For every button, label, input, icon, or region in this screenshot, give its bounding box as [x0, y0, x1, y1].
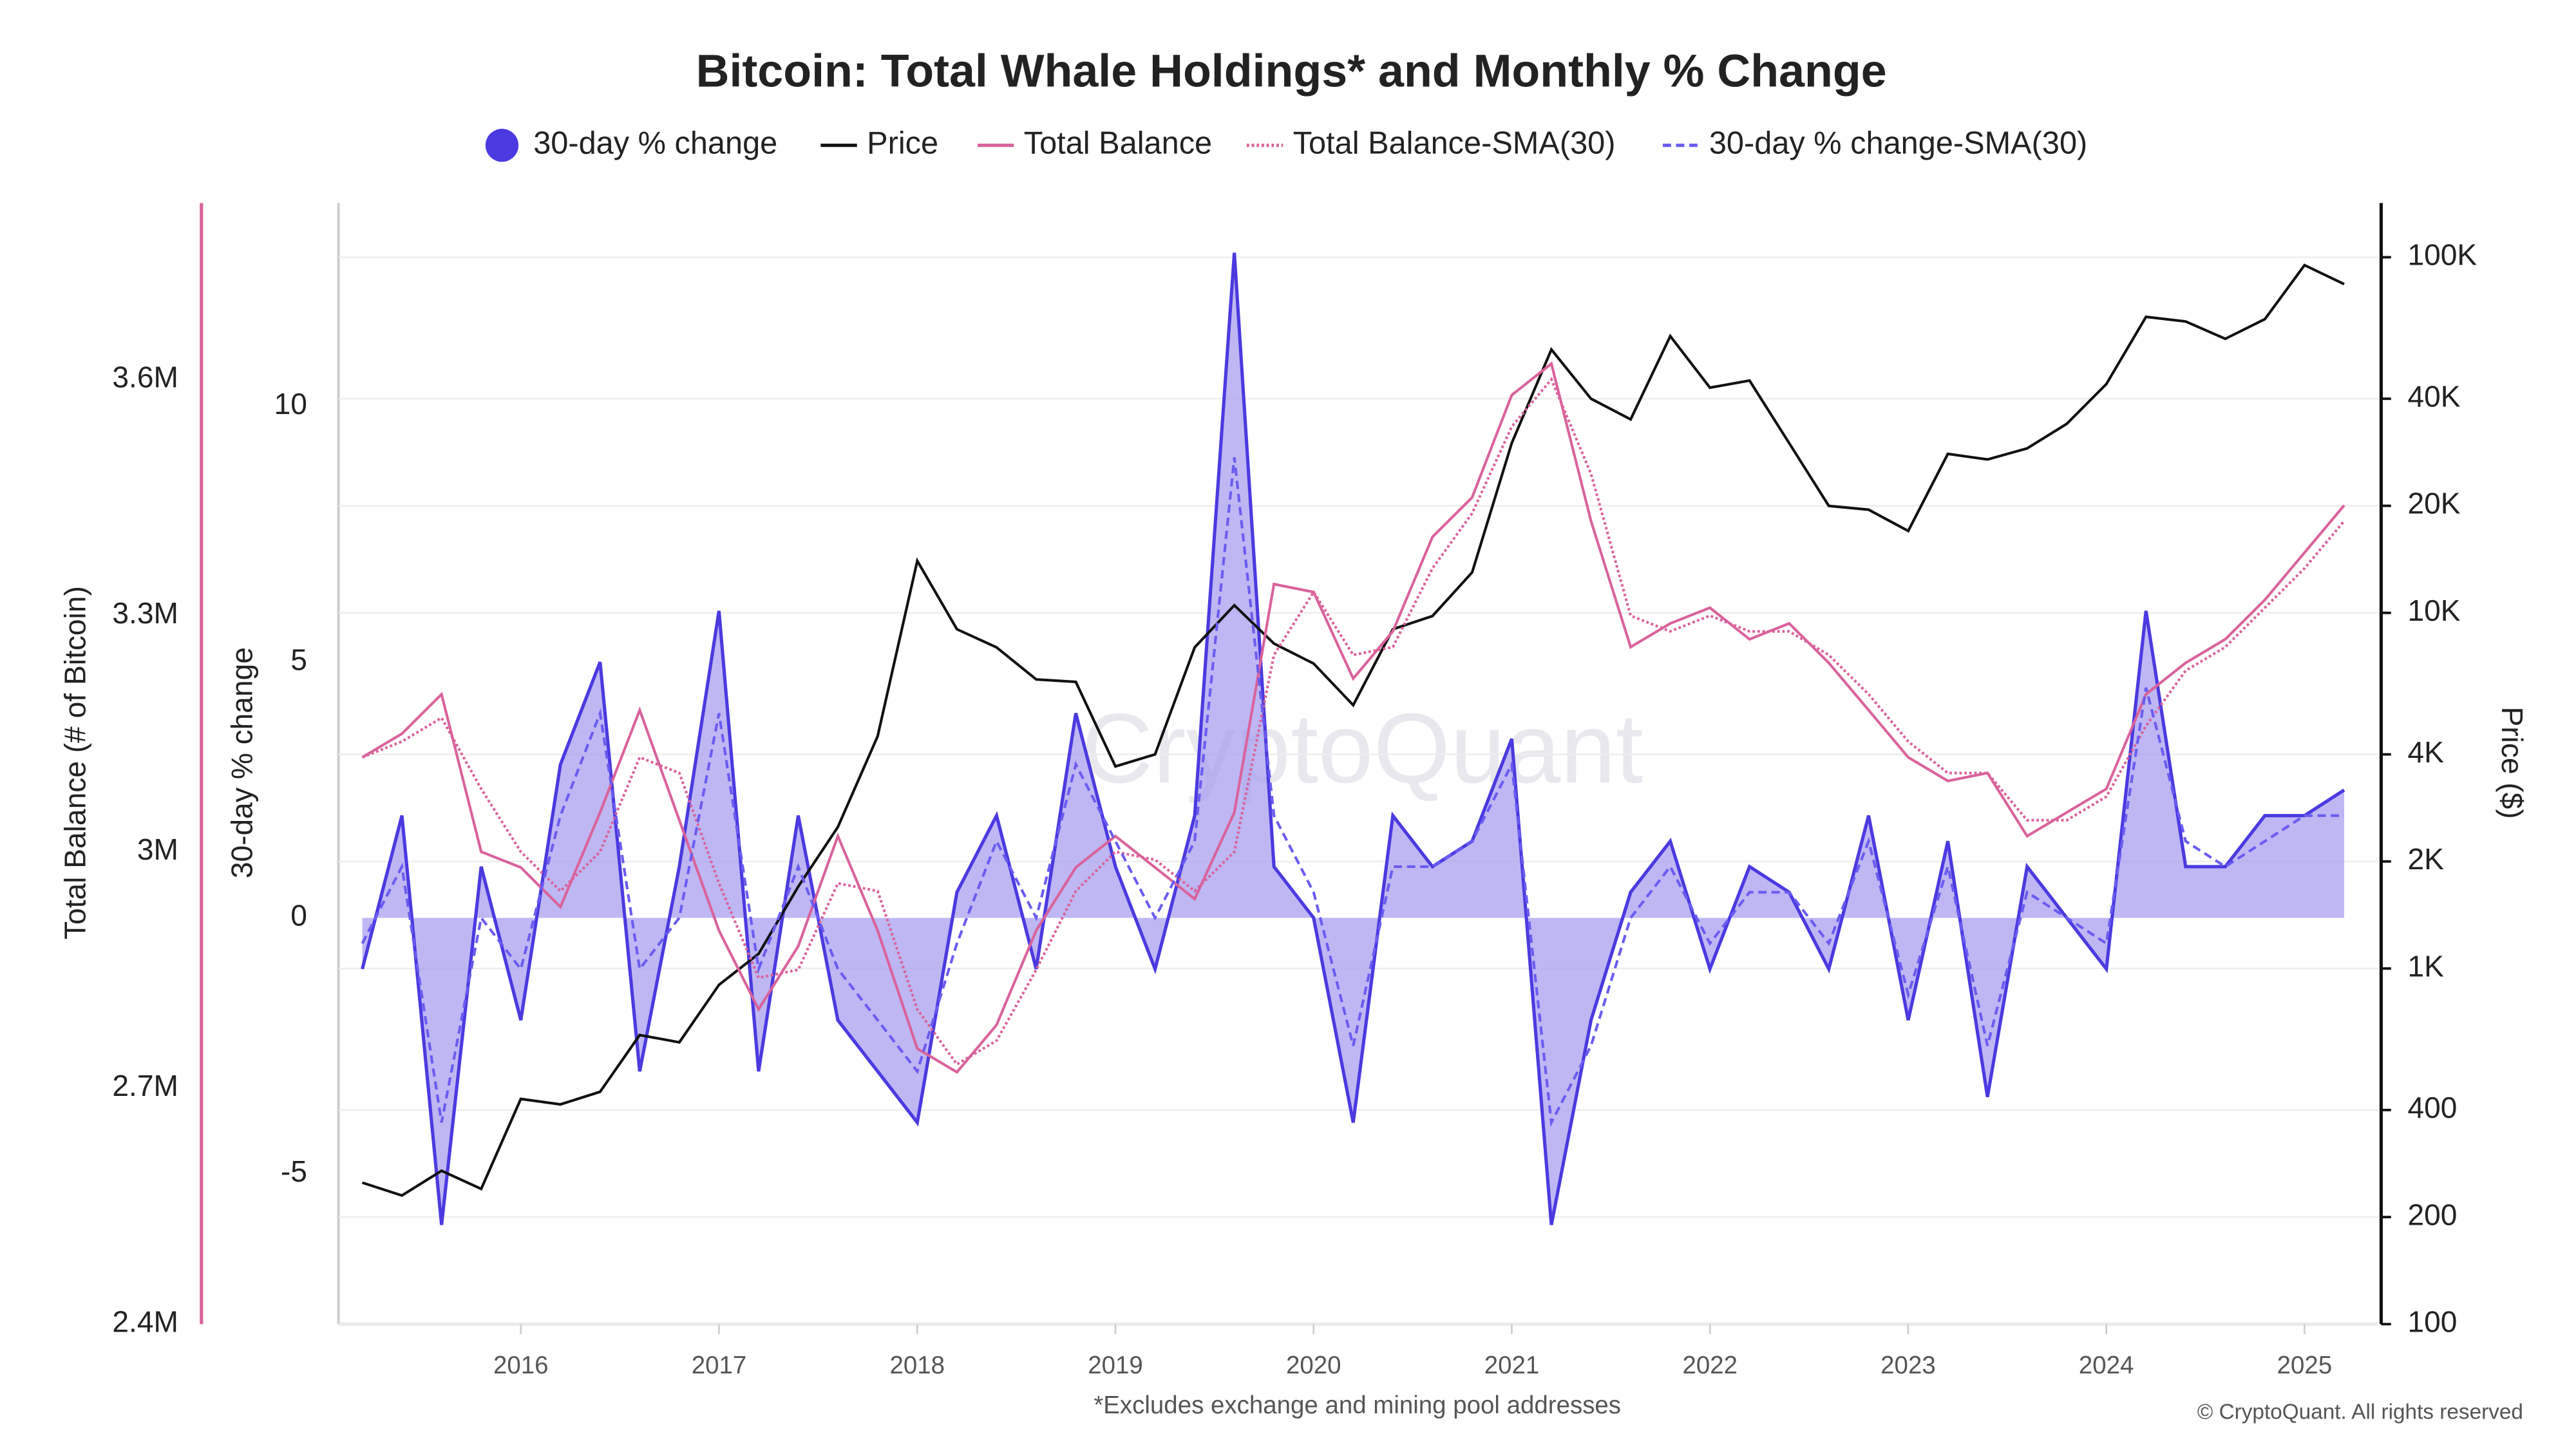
y2-tick-label: 2K — [2407, 842, 2444, 876]
x-tick-label: 2020 — [1286, 1352, 1341, 1379]
x-tick-label: 2025 — [2277, 1352, 2333, 1379]
chart-title: Bitcoin: Total Whale Holdings* and Month… — [696, 45, 1887, 97]
footnote: *Excludes exchange and mining pool addre… — [1094, 1391, 1621, 1419]
y2-tick-label: 1K — [2407, 949, 2444, 983]
x-tick-label: 2024 — [2079, 1352, 2134, 1379]
y3-tick-label: 2.4M — [112, 1305, 178, 1339]
y3-tick-label: 3.3M — [112, 596, 178, 630]
y-axis-label: 30-day % change — [225, 647, 259, 878]
legend-label: 30-day % change-SMA(30) — [1709, 126, 2087, 161]
x-tick-label: 2019 — [1088, 1352, 1143, 1379]
legend-label: Total Balance-SMA(30) — [1293, 126, 1616, 161]
x-tick-label: 2023 — [1880, 1352, 1936, 1379]
x-tick-label: 2018 — [889, 1352, 945, 1379]
y2-tick-label: 4K — [2407, 735, 2444, 769]
legend-marker — [485, 129, 519, 162]
y-tick-label: 10 — [274, 387, 307, 420]
y2-tick-label: 100 — [2407, 1305, 2457, 1339]
line — [361, 263, 2345, 1197]
y2-tick-label: 10K — [2407, 594, 2460, 627]
y-tick-label: -5 — [281, 1155, 307, 1188]
y2-tick-label: 100K — [2407, 238, 2477, 272]
y-tick-label: 0 — [290, 899, 307, 932]
y2-axis-label: Price ($) — [2496, 706, 2529, 818]
y-tick-label: 5 — [290, 643, 307, 676]
x-tick-label: 2021 — [1484, 1352, 1540, 1379]
line — [361, 457, 2344, 1127]
watermark: CryptoQuant — [1081, 693, 1643, 804]
line — [361, 377, 2345, 1066]
y2-tick-label: 20K — [2407, 487, 2460, 520]
line — [361, 361, 2345, 1074]
area — [362, 252, 2345, 1225]
y3-tick-label: 3.6M — [112, 360, 178, 393]
legend-label: Price — [867, 126, 938, 161]
y3-axis-label: Total Balance (# of Bitcoin) — [59, 586, 92, 939]
y3-tick-label: 2.7M — [112, 1069, 178, 1102]
y2-tick-label: 200 — [2407, 1198, 2457, 1231]
x-tick-label: 2016 — [493, 1352, 549, 1379]
y2-tick-label: 40K — [2407, 379, 2460, 413]
x-tick-label: 2017 — [692, 1352, 747, 1379]
legend-label: Total Balance — [1024, 126, 1212, 161]
legend-label: 30-day % change — [533, 126, 777, 161]
y3-tick-label: 3M — [137, 833, 178, 866]
x-tick-label: 2022 — [1682, 1352, 1738, 1379]
credit: © CryptoQuant. All rights reserved — [2197, 1400, 2523, 1424]
y2-tick-label: 400 — [2407, 1091, 2457, 1124]
